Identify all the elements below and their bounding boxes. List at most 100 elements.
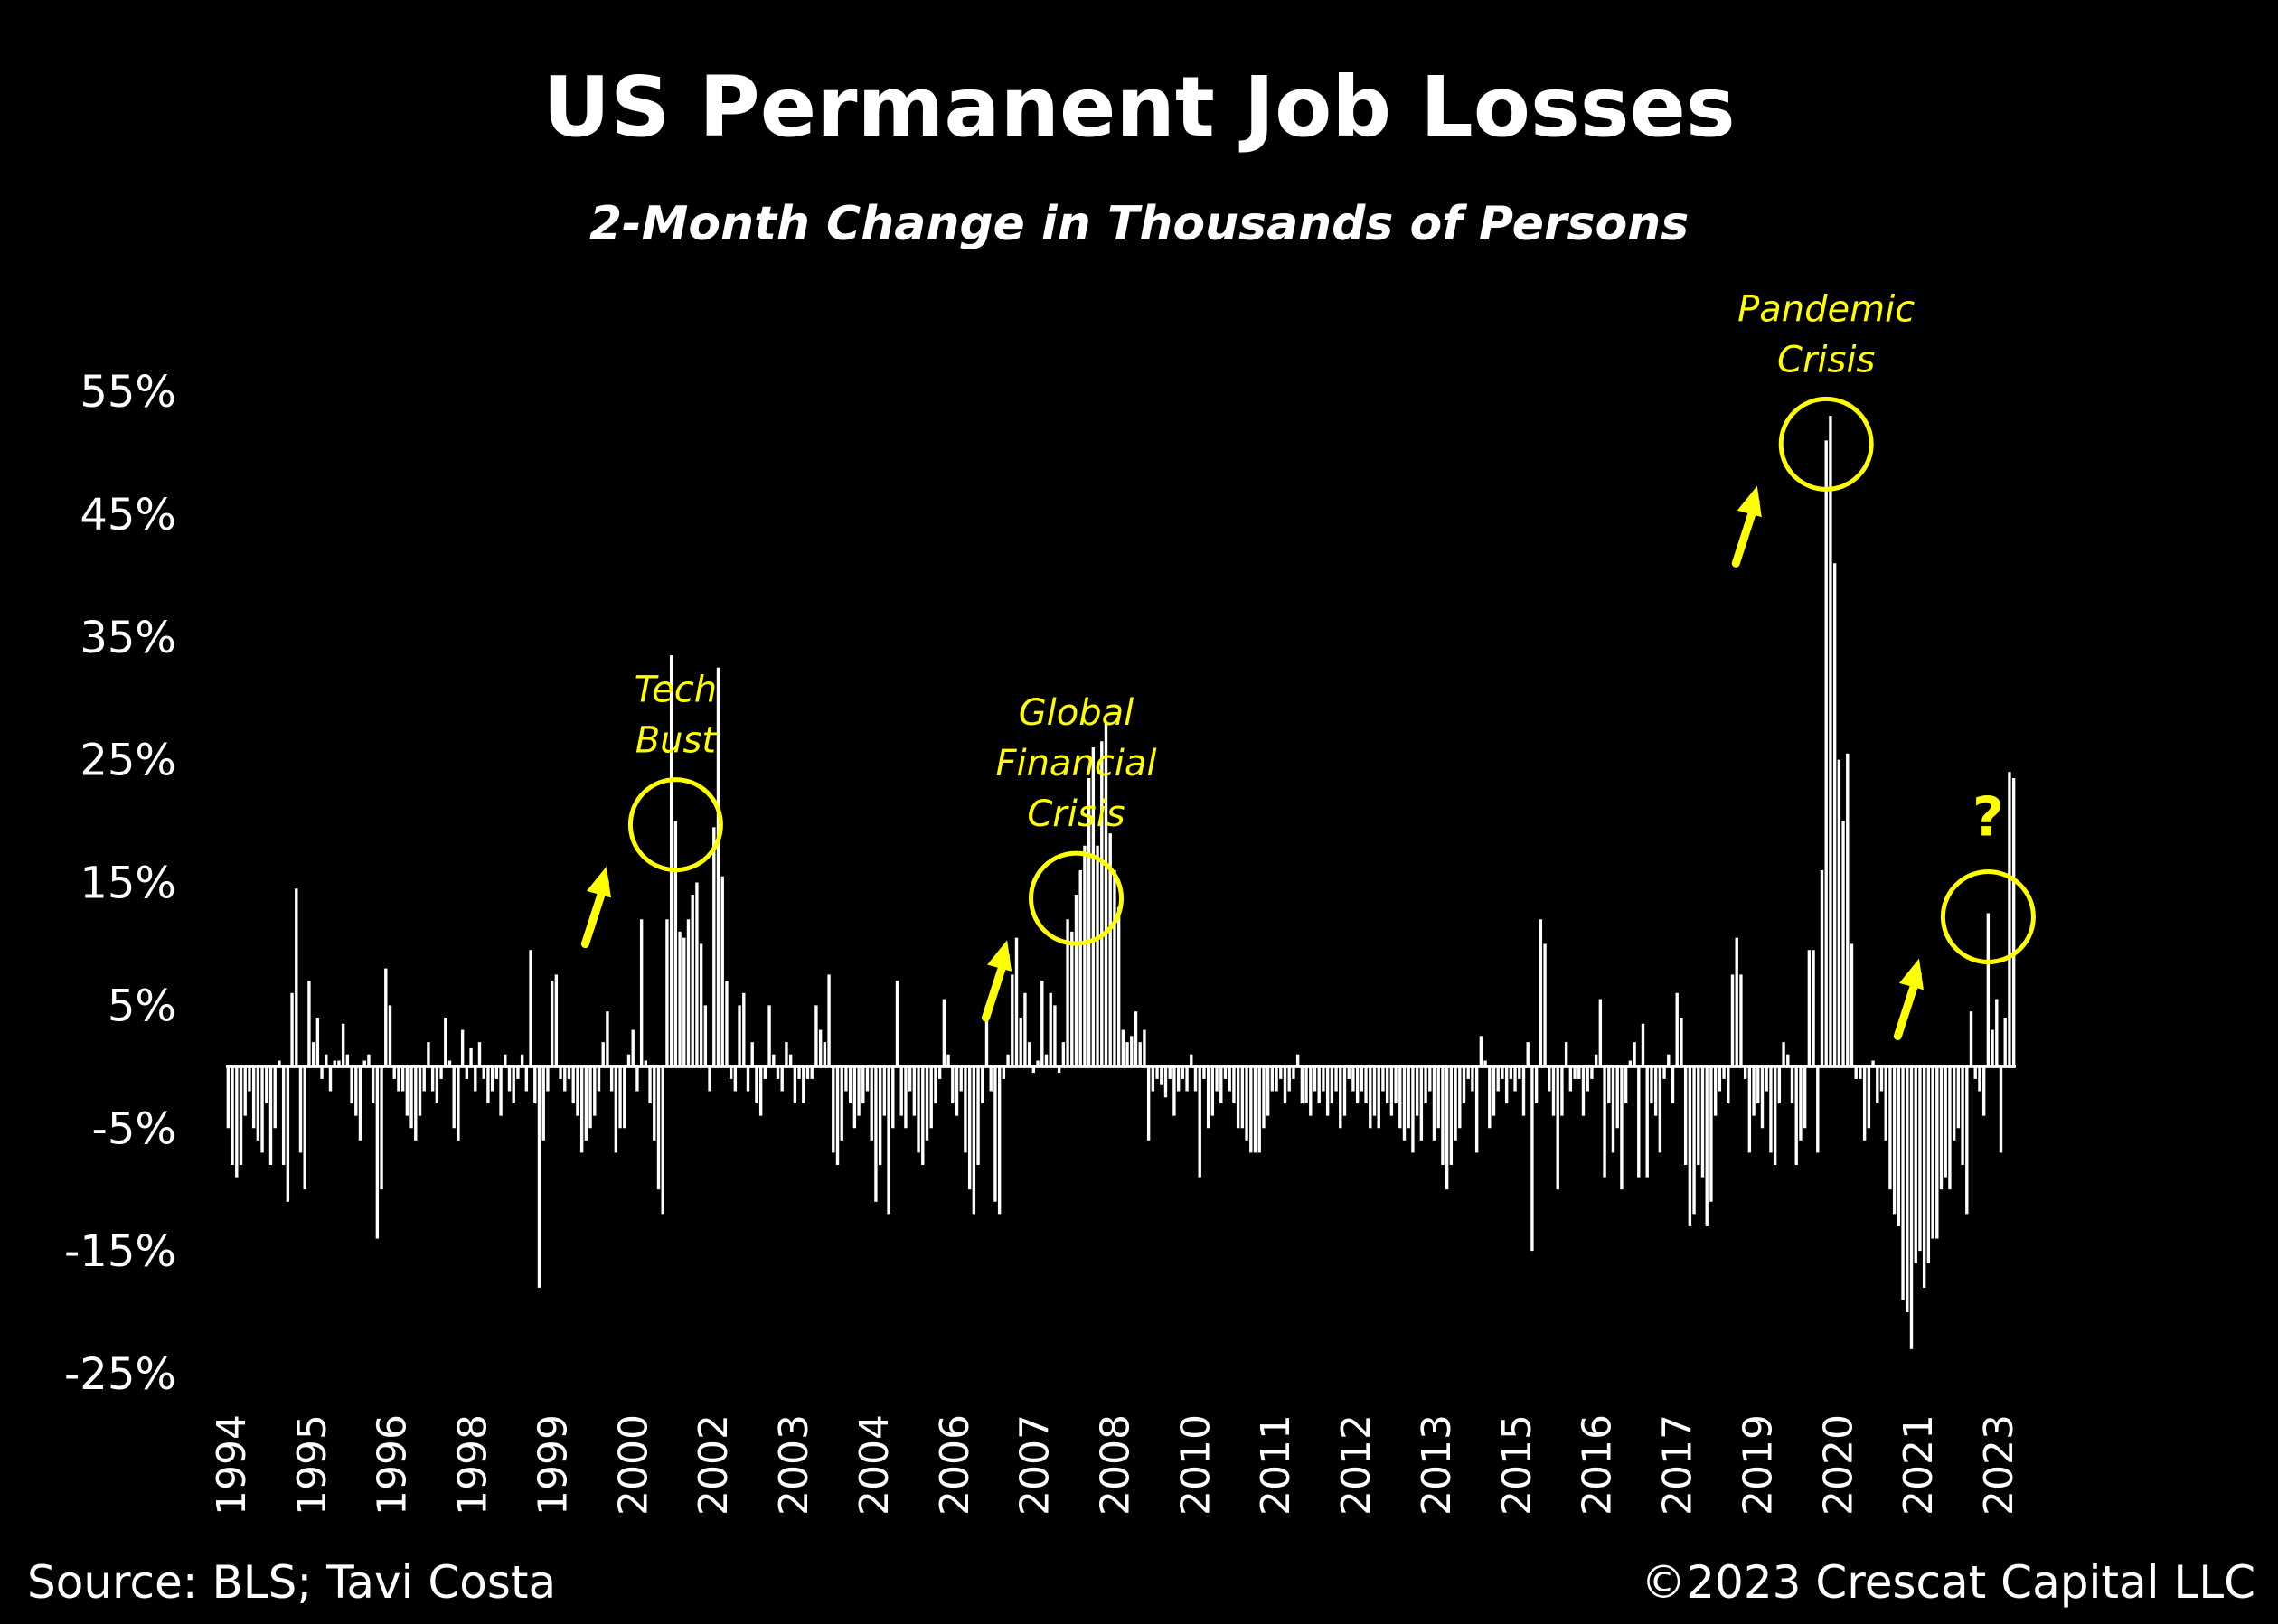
bar	[1074, 895, 1078, 1067]
bar	[1956, 1066, 1961, 1129]
bar	[797, 1066, 801, 1079]
bar	[1739, 974, 1743, 1067]
bar	[1560, 1066, 1564, 1116]
bar	[328, 1066, 333, 1092]
bar	[516, 1066, 520, 1079]
bar	[2003, 1017, 2007, 1067]
bar	[1342, 1066, 1347, 1116]
bar	[1402, 1066, 1407, 1141]
bar	[248, 1066, 251, 1092]
annotation-label: Bust	[635, 720, 718, 762]
bar	[678, 931, 682, 1067]
annotation-label: Tech	[635, 670, 717, 711]
bar	[793, 1066, 797, 1104]
annotation-label: Pandemic	[1737, 288, 1915, 330]
bar	[303, 1066, 306, 1190]
bar	[1096, 845, 1099, 1067]
bar	[559, 1066, 562, 1079]
chart-title: US Permanent Job Losses	[542, 59, 1735, 155]
bar	[1130, 1036, 1134, 1067]
x-tick-label: 1994	[209, 1414, 255, 1516]
bar	[1543, 943, 1547, 1067]
bar	[691, 895, 694, 1067]
bar	[1125, 1042, 1129, 1067]
bar	[533, 1066, 537, 1104]
bar	[695, 882, 699, 1067]
annotation-label: ?	[1972, 786, 2004, 850]
bar	[1577, 1066, 1581, 1079]
x-tick-label: 2012	[1333, 1414, 1379, 1516]
bar	[1428, 1066, 1432, 1092]
bar	[1006, 1054, 1010, 1067]
bar	[1876, 1066, 1879, 1104]
bar	[1176, 1066, 1181, 1092]
bar	[427, 1042, 430, 1067]
bar	[669, 655, 673, 1067]
bar	[1521, 1066, 1526, 1116]
bar	[1981, 1066, 1986, 1116]
x-tick-label: 2007	[1012, 1414, 1059, 1516]
bar	[997, 1066, 1002, 1215]
bar	[465, 1066, 469, 1079]
bar	[1347, 1066, 1351, 1079]
bar	[1918, 1066, 1922, 1252]
bar	[1091, 747, 1096, 1067]
bar	[1534, 1066, 1539, 1104]
bar	[1449, 1066, 1454, 1166]
bar	[929, 1066, 933, 1129]
bar	[1411, 1066, 1415, 1153]
bar	[1143, 1029, 1146, 1067]
bar	[1794, 1066, 1798, 1166]
bar	[1573, 1066, 1577, 1079]
bar	[1249, 1066, 1253, 1153]
bar	[882, 1066, 887, 1116]
bar	[1295, 1054, 1300, 1067]
bar	[1803, 1066, 1807, 1129]
x-tick-label: 2021	[1896, 1414, 1942, 1516]
x-tick-label: 2000	[610, 1414, 656, 1516]
bar	[925, 1066, 929, 1141]
bar	[1539, 919, 1543, 1067]
bar	[1496, 1066, 1500, 1092]
x-tick-label: 2011	[1253, 1414, 1299, 1516]
bar	[1381, 1066, 1385, 1092]
x-tick-label: 2004	[852, 1414, 898, 1516]
bar	[447, 1060, 452, 1067]
bar	[606, 1011, 609, 1067]
bar	[814, 1005, 818, 1067]
bar	[1756, 1066, 1760, 1104]
bar	[1816, 1066, 1820, 1153]
x-tick-label: 1996	[370, 1414, 416, 1516]
bar	[1146, 1066, 1151, 1141]
bar	[1786, 1054, 1790, 1067]
bar	[1151, 1066, 1155, 1092]
bar	[844, 1066, 848, 1092]
bar	[729, 1066, 733, 1079]
bar	[1697, 1066, 1700, 1166]
bar	[1799, 1066, 1803, 1141]
bar	[388, 1005, 392, 1067]
bar	[1355, 1066, 1360, 1104]
highlight-circle	[1940, 869, 2036, 964]
bar	[1653, 1066, 1658, 1116]
bar	[1104, 722, 1108, 1067]
bar	[414, 1066, 418, 1141]
x-tick-label: 2008	[1093, 1414, 1139, 1516]
bar	[1087, 778, 1091, 1067]
bar	[1163, 1066, 1168, 1098]
bar	[563, 1066, 567, 1092]
bar	[1999, 1066, 2003, 1153]
bar	[601, 1042, 605, 1067]
bar	[1466, 1066, 1470, 1079]
bar	[976, 1066, 980, 1166]
bar	[439, 1066, 443, 1079]
bar	[848, 1066, 852, 1104]
bar	[870, 1066, 873, 1141]
bar	[320, 1066, 324, 1079]
bar	[537, 1066, 541, 1288]
bar	[1369, 1066, 1372, 1129]
bar	[1935, 1066, 1939, 1239]
bar	[298, 1066, 303, 1153]
bar	[499, 1066, 503, 1116]
x-tick-label: 1998	[450, 1414, 496, 1516]
